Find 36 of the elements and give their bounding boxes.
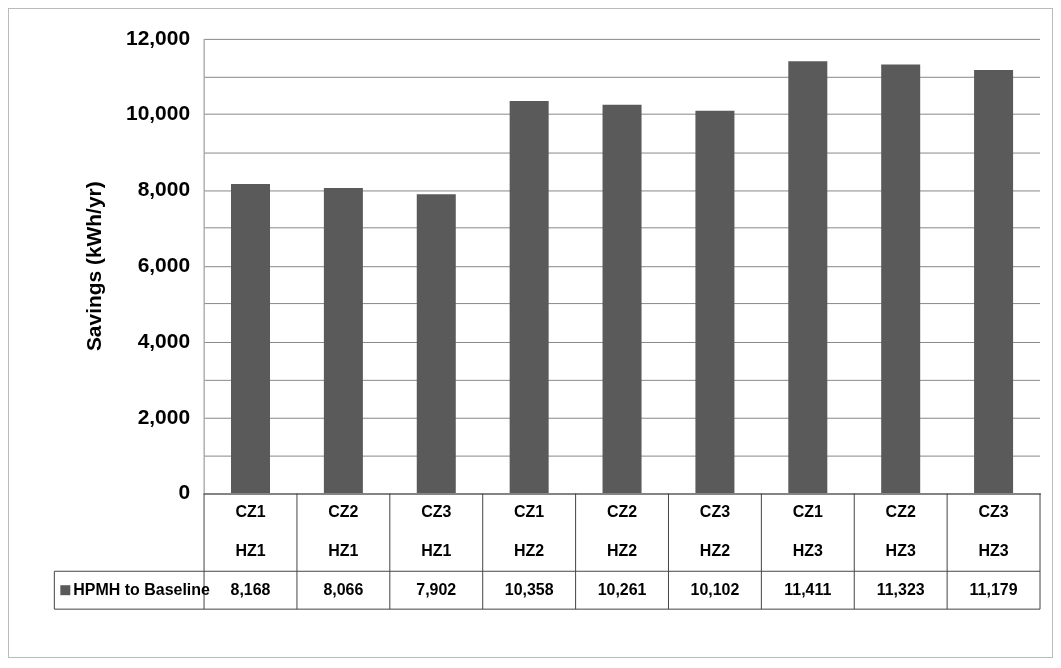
category-label: CZ3 HZ3 <box>978 503 1009 560</box>
y-tick-label: 2,000 <box>137 404 191 428</box>
y-tick-label: 0 <box>178 480 191 504</box>
bar <box>323 187 363 494</box>
data-label: 11,323 <box>876 580 925 598</box>
bar <box>416 194 456 494</box>
data-label: 8,066 <box>323 580 364 598</box>
category-label: CZ1 HZ1 <box>235 503 266 560</box>
data-label: 11,179 <box>969 580 1018 598</box>
y-tick-label: 12,000 <box>126 25 191 49</box>
bar <box>695 110 735 494</box>
y-tick-label: 8,000 <box>137 177 191 201</box>
bar <box>788 61 828 494</box>
bar <box>602 104 642 494</box>
y-tick-label: 4,000 <box>137 328 191 352</box>
category-label: CZ3 HZ2 <box>699 503 730 560</box>
bar <box>881 64 921 494</box>
data-label: 8,168 <box>230 580 271 598</box>
bar <box>230 184 270 494</box>
bar <box>974 70 1014 494</box>
y-axis-title: Savings (kWh/yr) <box>82 181 106 352</box>
data-label: 10,261 <box>597 580 647 598</box>
bar <box>509 101 549 494</box>
data-label: 10,358 <box>504 580 554 598</box>
category-label: CZ3 HZ1 <box>421 503 452 560</box>
y-tick-label: 10,000 <box>126 101 191 125</box>
category-label: CZ2 HZ1 <box>328 503 359 560</box>
category-label: CZ2 HZ3 <box>885 503 916 560</box>
legend-label: HPMH to Baseline <box>73 580 211 598</box>
data-label: 7,902 <box>416 580 457 598</box>
data-label: 10,102 <box>690 580 740 598</box>
y-tick-label: 6,000 <box>137 253 191 276</box>
category-label: CZ2 HZ2 <box>606 503 638 560</box>
category-label: CZ1 HZ3 <box>792 503 823 560</box>
data-label: 11,411 <box>784 580 832 598</box>
category-label: CZ1 HZ2 <box>514 503 545 560</box>
